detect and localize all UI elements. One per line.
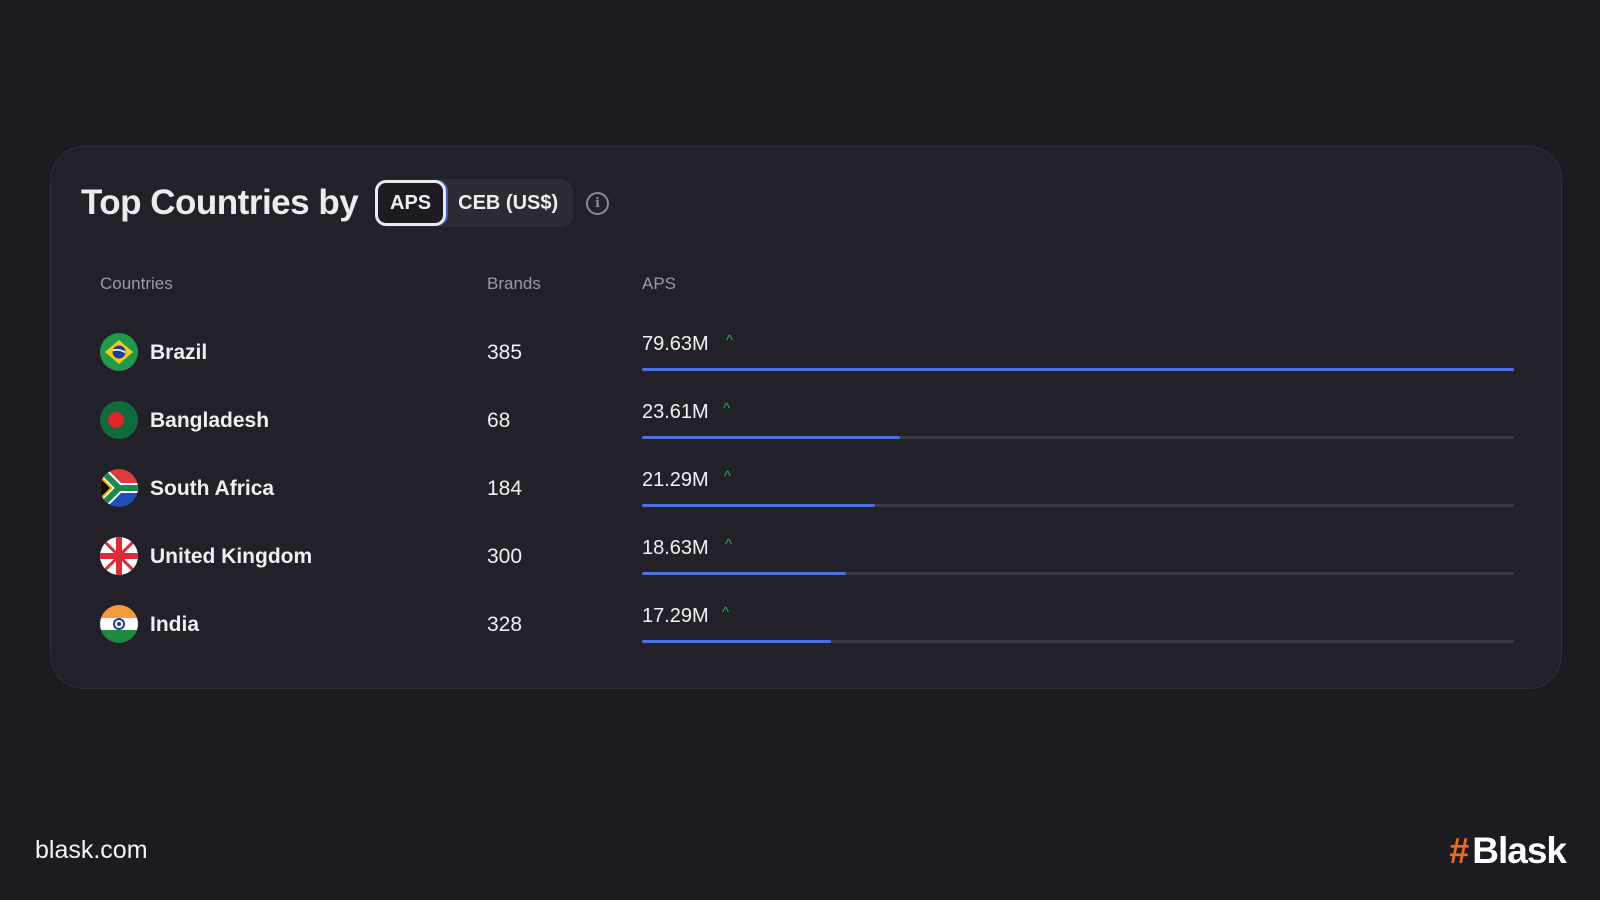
brazil-flag-icon (100, 333, 138, 371)
blask-logo: # Blask (1449, 830, 1567, 872)
brands-count: 328 (487, 613, 523, 636)
brands-count: 68 (487, 409, 511, 432)
toggle-aps[interactable]: APS (375, 180, 447, 226)
country-name: India (150, 613, 200, 636)
aps-bar-fill (642, 640, 832, 643)
bangladesh-flag-icon (100, 401, 138, 439)
trend-up-icon: ^ (724, 468, 732, 485)
aps-value-text: 18.63M (642, 537, 709, 559)
table-row: South Africa 184 21.29M ^ (51, 468, 1561, 537)
card-title: Top Countries by (81, 183, 359, 222)
india-flag-icon (100, 605, 138, 643)
brands-count: 184 (487, 477, 523, 500)
aps-bar (642, 368, 1514, 371)
table-row: United Kingdom 300 18.63M ^ (51, 536, 1561, 605)
aps-value: 17.29M ^ (642, 604, 729, 628)
country-name: South Africa (150, 477, 275, 500)
column-header-brands: Brands (487, 274, 541, 293)
south-africa-flag-icon (100, 469, 138, 507)
aps-value-text: 17.29M (642, 605, 709, 627)
hash-icon: # (1449, 830, 1469, 871)
trend-up-icon: ^ (722, 604, 730, 621)
info-icon[interactable]: i (586, 192, 609, 215)
trend-up-icon: ^ (723, 400, 731, 417)
column-header-countries: Countries (100, 274, 173, 293)
united-kingdom-flag-icon (100, 537, 138, 575)
toggle-ceb[interactable]: CEB (US$) (458, 191, 559, 214)
country-name: Bangladesh (150, 409, 270, 432)
aps-value: 21.29M ^ (642, 468, 731, 492)
aps-value-text: 21.29M (642, 469, 709, 491)
aps-value: 18.63M ^ (642, 536, 732, 560)
logo-text: Blask (1472, 830, 1567, 871)
aps-bar-fill (642, 572, 847, 575)
aps-bar-fill (642, 436, 901, 439)
brands-count: 300 (487, 545, 523, 568)
table-row: Bangladesh 68 23.61M ^ (51, 400, 1561, 469)
column-header-aps: APS (642, 274, 677, 293)
aps-value-text: 79.63M (642, 333, 709, 355)
footer-url[interactable]: blask.com (35, 836, 148, 864)
aps-bar-fill (642, 504, 875, 507)
aps-value: 79.63M ^ (642, 332, 733, 356)
aps-bar-fill (642, 368, 1514, 371)
aps-bar (642, 436, 1514, 439)
trend-up-icon: ^ (726, 332, 734, 349)
aps-bar (642, 504, 1514, 507)
aps-bar (642, 572, 1514, 575)
brands-count: 385 (487, 341, 523, 364)
aps-bar (642, 640, 1514, 643)
country-name: Brazil (150, 341, 208, 364)
top-countries-card: Top Countries by APS CEB (US$) i Countri… (50, 146, 1562, 689)
metric-toggle: APS CEB (US$) (375, 179, 573, 227)
table-row: India 328 17.29M ^ (51, 604, 1561, 673)
table-row: Brazil 385 79.63M ^ (51, 332, 1561, 401)
aps-value-text: 23.61M (642, 401, 709, 423)
aps-value: 23.61M ^ (642, 400, 730, 424)
trend-up-icon: ^ (725, 536, 733, 553)
country-name: United Kingdom (150, 545, 313, 568)
